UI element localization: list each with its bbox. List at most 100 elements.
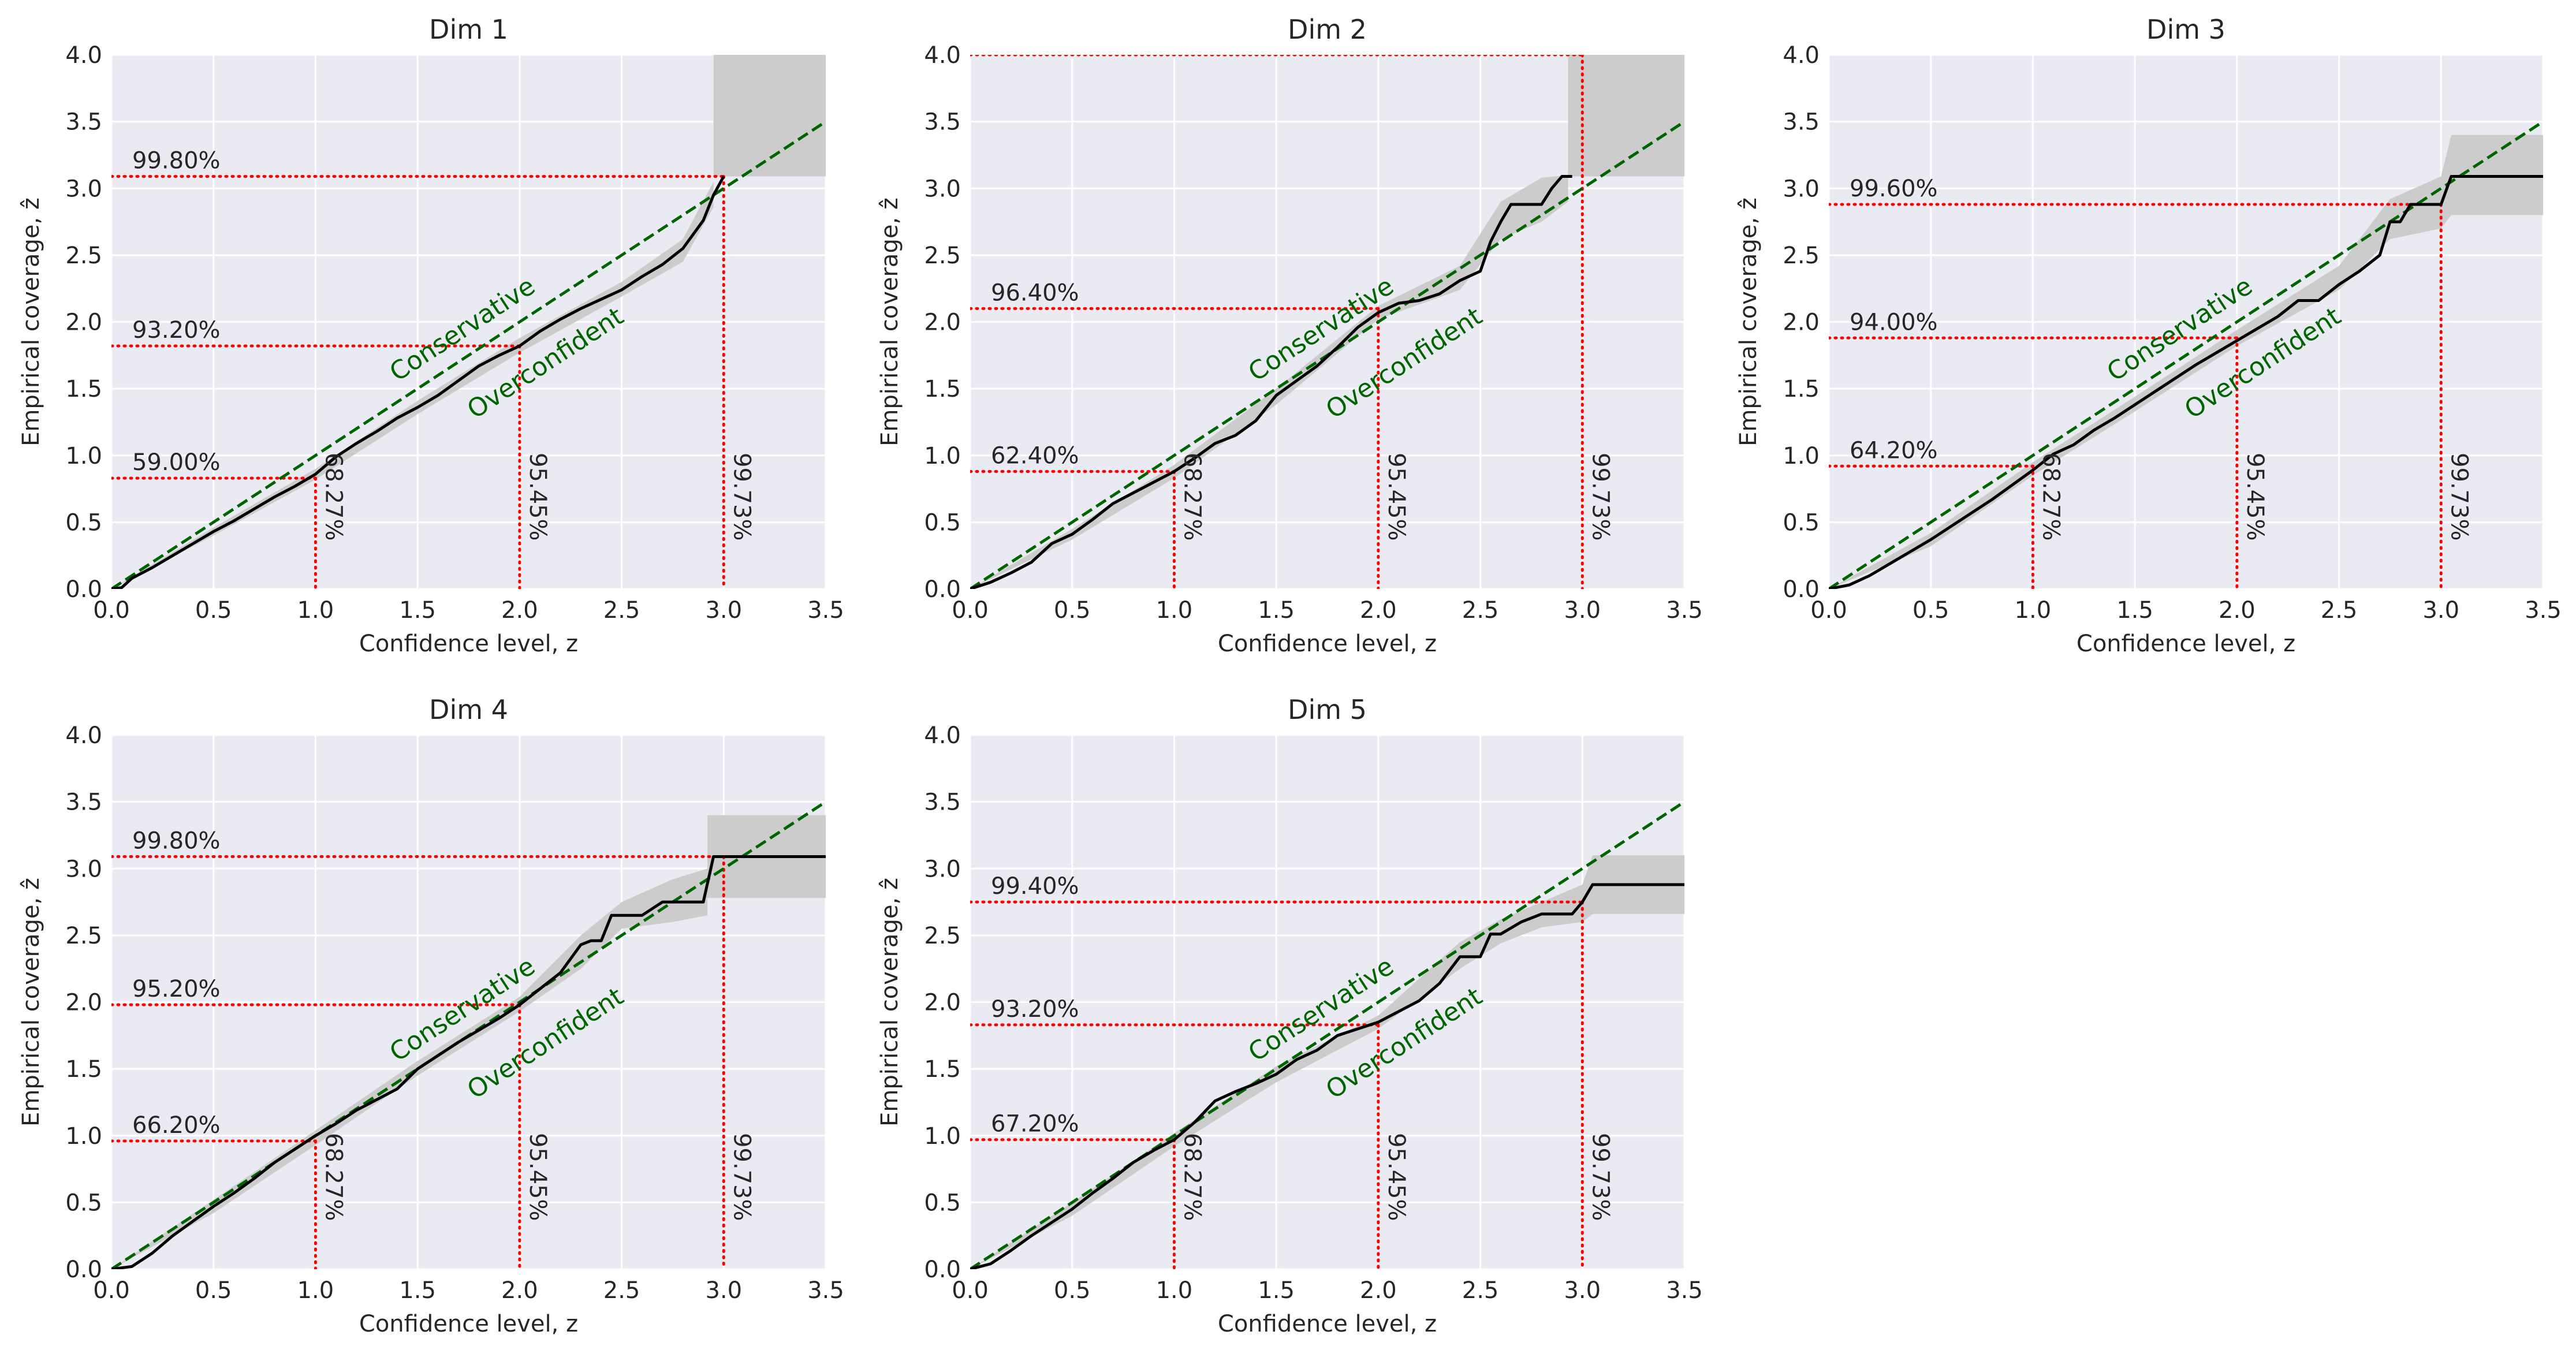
y-tick-label: 2.5 bbox=[1783, 243, 1820, 269]
y-tick-label: 1.0 bbox=[924, 1123, 961, 1150]
coverage-label: 96.40% bbox=[991, 279, 1079, 306]
y-tick-label: 1.5 bbox=[65, 1056, 102, 1083]
plot-content bbox=[111, 55, 826, 589]
y-tick-label: 2.5 bbox=[65, 923, 102, 949]
y-tick-label: 2.0 bbox=[65, 990, 102, 1016]
x-tick-label: 1.5 bbox=[399, 1277, 436, 1304]
coverage-label: 59.00% bbox=[132, 449, 221, 476]
y-tick-label: 0.5 bbox=[924, 1190, 961, 1216]
y-axis-label: Empirical coverage, ẑ bbox=[18, 197, 44, 446]
x-tick-label: 0.0 bbox=[1810, 597, 1847, 624]
nominal-level-label: 95.45% bbox=[524, 453, 551, 541]
y-tick-label: 0.0 bbox=[1783, 576, 1820, 603]
nominal-level-label: 68.27% bbox=[320, 453, 346, 541]
y-tick-label: 0.5 bbox=[65, 509, 102, 536]
nominal-level-label: 95.45% bbox=[2242, 453, 2268, 541]
y-tick-label: 1.0 bbox=[65, 443, 102, 469]
y-tick-label: 4.0 bbox=[65, 42, 102, 69]
x-axis-label: Confidence level, z bbox=[359, 631, 578, 657]
coverage-label: 99.40% bbox=[991, 873, 1079, 900]
x-tick-label: 3.5 bbox=[807, 597, 844, 624]
coverage-label: 66.20% bbox=[132, 1112, 221, 1139]
x-tick-label: 1.5 bbox=[1258, 1277, 1295, 1304]
chart-title: Dim 3 bbox=[2146, 14, 2225, 45]
y-axis-label: Empirical coverage, ẑ bbox=[18, 878, 44, 1127]
x-axis-label: Confidence level, z bbox=[1218, 1311, 1437, 1337]
y-tick-label: 1.5 bbox=[1783, 376, 1820, 402]
y-tick-label: 1.5 bbox=[924, 1056, 961, 1083]
nominal-level-label: 95.45% bbox=[1383, 1133, 1410, 1221]
empirical-coverage-line bbox=[1829, 174, 2543, 589]
x-tick-label: 3.0 bbox=[705, 597, 742, 624]
nominal-level-label: 95.45% bbox=[524, 1133, 551, 1221]
y-tick-label: 4.0 bbox=[924, 722, 961, 749]
y-tick-label: 3.0 bbox=[65, 176, 102, 202]
y-tick-label: 0.5 bbox=[924, 509, 961, 536]
x-tick-label: 2.5 bbox=[603, 1277, 640, 1304]
y-tick-label: 0.5 bbox=[1783, 509, 1820, 536]
y-axis-label: Empirical coverage, ẑ bbox=[877, 197, 903, 446]
y-tick-label: 2.5 bbox=[65, 243, 102, 269]
y-tick-label: 3.5 bbox=[1783, 109, 1820, 136]
x-tick-label: 0.5 bbox=[1913, 597, 1949, 624]
x-tick-label: 3.5 bbox=[1666, 597, 1703, 624]
y-axis-label: Empirical coverage, ẑ bbox=[1735, 197, 1762, 446]
x-tick-label: 0.5 bbox=[195, 597, 232, 624]
ideal-diagonal-line bbox=[1829, 120, 2543, 589]
x-tick-label: 2.0 bbox=[1360, 597, 1397, 624]
nominal-level-label: 68.27% bbox=[320, 1133, 346, 1221]
x-tick-label: 1.5 bbox=[2116, 597, 2153, 624]
y-tick-label: 2.5 bbox=[924, 923, 961, 949]
x-tick-label: 1.5 bbox=[399, 597, 436, 624]
y-tick-label: 2.5 bbox=[924, 243, 961, 269]
empirical-coverage-line bbox=[970, 174, 1572, 589]
y-tick-label: 2.0 bbox=[65, 310, 102, 336]
x-tick-label: 0.0 bbox=[93, 1277, 130, 1304]
nominal-level-label: 99.73% bbox=[728, 1133, 755, 1221]
panel-dim-4: 66.20%68.27%95.20%95.45%99.80%99.73%Cons… bbox=[18, 694, 844, 1337]
empirical-coverage-line bbox=[111, 855, 826, 1269]
x-tick-label: 2.0 bbox=[501, 1277, 538, 1304]
plot-content bbox=[970, 55, 1684, 589]
x-tick-label: 1.0 bbox=[297, 597, 334, 624]
x-tick-label: 2.5 bbox=[2321, 597, 2358, 624]
chart-title: Dim 1 bbox=[429, 14, 508, 45]
uncertainty-band bbox=[970, 55, 1684, 589]
coverage-label: 99.80% bbox=[132, 147, 221, 174]
y-tick-label: 3.5 bbox=[65, 789, 102, 816]
uncertainty-band bbox=[111, 815, 826, 1269]
y-tick-label: 3.5 bbox=[924, 789, 961, 816]
nominal-level-label: 95.45% bbox=[1383, 453, 1410, 541]
y-tick-label: 0.0 bbox=[924, 576, 961, 603]
panel-dim-3: 64.20%68.27%94.00%95.45%99.60%99.73%Cons… bbox=[1735, 14, 2562, 657]
y-tick-label: 4.0 bbox=[924, 42, 961, 69]
y-tick-label: 3.5 bbox=[924, 109, 961, 136]
x-tick-label: 1.0 bbox=[297, 1277, 334, 1304]
y-tick-label: 3.0 bbox=[924, 856, 961, 882]
nominal-level-label: 99.73% bbox=[1587, 453, 1613, 541]
x-tick-label: 3.0 bbox=[1564, 597, 1601, 624]
y-tick-label: 2.0 bbox=[924, 310, 961, 336]
coverage-label: 94.00% bbox=[1850, 309, 1938, 335]
y-tick-label: 0.0 bbox=[65, 576, 102, 603]
ideal-diagonal-line bbox=[111, 120, 826, 589]
x-tick-label: 3.0 bbox=[2422, 597, 2459, 624]
coverage-label: 99.60% bbox=[1850, 176, 1938, 202]
x-axis-label: Confidence level, z bbox=[359, 1311, 578, 1337]
coverage-label: 95.20% bbox=[132, 976, 221, 1002]
x-tick-label: 0.0 bbox=[952, 1277, 989, 1304]
y-tick-label: 2.0 bbox=[1783, 310, 1820, 336]
x-tick-label: 3.0 bbox=[1564, 1277, 1601, 1304]
x-tick-label: 0.5 bbox=[1054, 597, 1091, 624]
coverage-label: 67.20% bbox=[991, 1111, 1079, 1138]
x-tick-label: 1.0 bbox=[1156, 597, 1193, 624]
x-tick-label: 0.5 bbox=[1054, 1277, 1091, 1304]
coverage-label: 93.20% bbox=[132, 317, 221, 344]
coverage-label: 93.20% bbox=[991, 996, 1079, 1023]
ideal-diagonal-line bbox=[970, 800, 1684, 1269]
x-tick-label: 2.0 bbox=[1360, 1277, 1397, 1304]
panel-dim-1: 59.00% 68.27%93.20%95.45%99.80%99.73%Cons… bbox=[18, 14, 844, 657]
x-tick-label: 1.5 bbox=[1258, 597, 1295, 624]
nominal-level-label: 68.27% bbox=[1179, 453, 1205, 541]
